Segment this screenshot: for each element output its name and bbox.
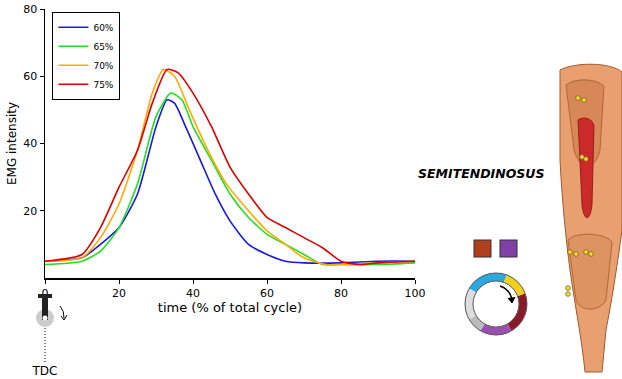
svg-text:TDC: TDC [32, 364, 58, 378]
svg-text:EMG intensity: EMG intensity [5, 102, 19, 185]
svg-text:80: 80 [334, 287, 348, 300]
svg-text:60%: 60% [93, 23, 113, 33]
svg-text:time (% of total cycle): time (% of total cycle) [158, 300, 302, 315]
svg-text:40: 40 [23, 137, 37, 150]
svg-text:60: 60 [260, 287, 274, 300]
svg-text:SEMITENDINOSUS: SEMITENDINOSUS [418, 166, 544, 181]
svg-text:75%: 75% [93, 80, 113, 90]
svg-text:80: 80 [23, 3, 37, 16]
svg-text:20: 20 [112, 287, 126, 300]
svg-text:60: 60 [23, 70, 37, 83]
svg-text:100: 100 [405, 287, 426, 300]
svg-text:0: 0 [42, 287, 49, 300]
svg-text:70%: 70% [93, 61, 113, 71]
svg-text:40: 40 [186, 287, 200, 300]
svg-text:20: 20 [23, 205, 37, 218]
svg-text:65%: 65% [93, 42, 113, 52]
